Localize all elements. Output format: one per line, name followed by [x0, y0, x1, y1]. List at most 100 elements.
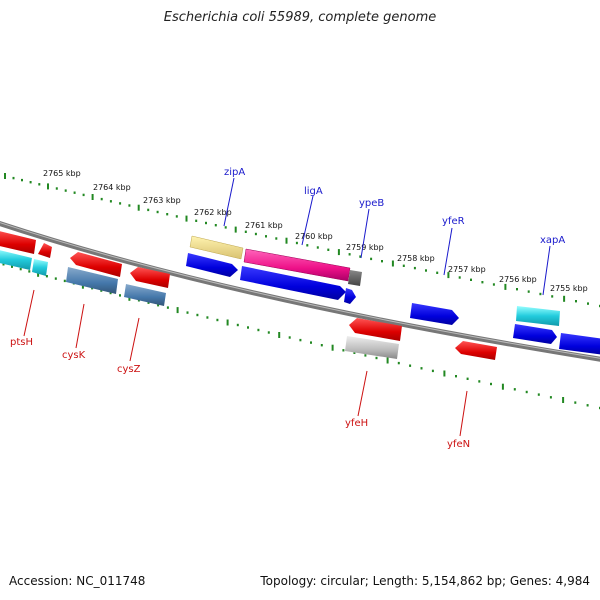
- scale-tick-dot: [55, 187, 58, 190]
- gene-feature[interactable]: [240, 266, 346, 300]
- scale-tick-major: [47, 183, 49, 190]
- scale-tick-dot: [425, 269, 427, 272]
- scale-tick-major: [226, 319, 229, 326]
- scale-tick-dot: [38, 183, 41, 186]
- gene-label-ptsH[interactable]: ptsH: [10, 337, 33, 348]
- scale-tick-dot: [413, 266, 416, 270]
- scale-tick-dot: [470, 278, 472, 281]
- gene-feature[interactable]: [559, 333, 600, 355]
- scale-label: 2759 kbp: [346, 243, 384, 252]
- gene-ligA-bar[interactable]: [243, 248, 351, 282]
- scale-label: 2763 kbp: [143, 196, 181, 205]
- gene-feature[interactable]: [70, 252, 122, 277]
- scale-tick-dot: [275, 237, 278, 240]
- scale-tick-dot: [216, 318, 219, 322]
- scale-tick-dot: [63, 279, 66, 283]
- scale-tick-dot: [587, 302, 589, 305]
- scale-tick-dot: [54, 277, 57, 280]
- gene-feature[interactable]: [345, 336, 399, 359]
- reverse-features: [0, 230, 497, 360]
- scale-tick-dot: [100, 289, 103, 292]
- scale-tick-dot: [82, 193, 85, 197]
- scale-tick-dot: [549, 396, 552, 399]
- scale-tick-dot: [299, 338, 302, 342]
- gene-label-yfeH[interactable]: yfeH: [345, 418, 368, 429]
- gene-ypeB-bar[interactable]: [348, 270, 362, 286]
- scale-tick-dot: [575, 300, 577, 303]
- gene-feature[interactable]: [513, 324, 557, 344]
- gene-cysZ-bar[interactable]: [124, 284, 166, 306]
- scale-tick-major: [386, 357, 389, 364]
- scale-tick-dot: [527, 290, 530, 293]
- scale-tick-dot: [156, 210, 159, 214]
- scale-tick-dot: [45, 275, 48, 278]
- gene-feature[interactable]: [0, 230, 36, 254]
- gene-label-ligA[interactable]: ligA: [304, 186, 323, 197]
- upper-scale-track: [4, 173, 600, 308]
- gene-label-zipA[interactable]: zipA: [224, 167, 245, 178]
- scale-tick-dot: [348, 253, 351, 256]
- scale-tick-dot: [375, 356, 378, 360]
- scale-tick-dot: [236, 323, 239, 327]
- scale-tick-dot: [288, 336, 291, 339]
- gene-feature[interactable]: [186, 253, 238, 277]
- scale-tick-dot: [342, 349, 345, 352]
- gene-feature[interactable]: [130, 267, 170, 288]
- gene-yfeH-bar[interactable]: [349, 318, 402, 341]
- scale-tick-dot: [420, 367, 423, 370]
- reverse-gene-labels: ptsH cysK cysZ yfeH yfeN: [10, 337, 470, 450]
- scale-tick-major: [285, 237, 288, 244]
- accession-label: Accession: NC_011748: [9, 574, 146, 588]
- scale-tick-dot: [516, 288, 518, 291]
- gene-cysK-bar[interactable]: [66, 267, 118, 294]
- gene-label-xapA[interactable]: xapA: [540, 235, 565, 246]
- scale-label: 2765 kbp: [43, 169, 81, 178]
- scale-tick-dot: [2, 263, 5, 266]
- gene-feature[interactable]: [410, 303, 459, 325]
- scale-tick-dot: [370, 257, 373, 261]
- scale-tick-major: [91, 194, 94, 200]
- scale-tick-dot: [28, 270, 31, 273]
- gene-label-cysZ[interactable]: cysZ: [117, 364, 141, 375]
- gene-feature[interactable]: [32, 259, 48, 276]
- scale-tick-dot: [466, 377, 469, 380]
- scale-tick-dot: [21, 178, 23, 182]
- scale-tick-dot: [327, 248, 330, 251]
- gene-feature[interactable]: [344, 288, 356, 304]
- scale-label: 2764 kbp: [93, 183, 131, 192]
- gene-feature[interactable]: [0, 249, 32, 270]
- gene-label-ypeB[interactable]: ypeB: [359, 198, 384, 209]
- scale-tick-dot: [224, 226, 227, 229]
- scale-tick-dot: [109, 291, 112, 295]
- gene-zipA-bar[interactable]: [189, 235, 244, 260]
- gene-label-yfeN[interactable]: yfeN: [447, 439, 470, 450]
- scale-tick-dot: [409, 364, 412, 367]
- scale-tick-dot: [481, 281, 484, 284]
- scale-tick-dot: [295, 241, 298, 245]
- scale-tick-major: [185, 215, 188, 222]
- scale-tick-dot: [402, 264, 405, 267]
- scale-tick-dot: [11, 265, 13, 268]
- gene-feature[interactable]: [38, 243, 52, 258]
- scale-tick-dot: [586, 404, 589, 407]
- scale-tick-dot: [157, 304, 160, 307]
- scale-tick-major: [562, 397, 565, 403]
- forward-gene-labels: zipA ligA ypeB yfeR xapA: [224, 167, 565, 246]
- scale-tick-dot: [214, 224, 217, 227]
- gene-label-cysK[interactable]: cysK: [62, 350, 86, 361]
- gene-xapA-bar[interactable]: [516, 306, 560, 326]
- scale-tick-dot: [12, 176, 15, 180]
- scale-tick-dot: [306, 244, 309, 247]
- scale-tick-dot: [147, 301, 150, 304]
- scale-tick-major: [563, 295, 566, 302]
- scale-label: 2762 kbp: [194, 208, 232, 217]
- gene-label-yfeR[interactable]: yfeR: [442, 216, 465, 227]
- scale-tick-major: [447, 272, 450, 279]
- scale-tick-major: [137, 204, 140, 211]
- scale-label: 2758 kbp: [397, 254, 435, 263]
- scale-tick-dot: [196, 313, 199, 317]
- scale-label: 2756 kbp: [499, 275, 537, 284]
- gene-yfeN-bar[interactable]: [455, 341, 497, 360]
